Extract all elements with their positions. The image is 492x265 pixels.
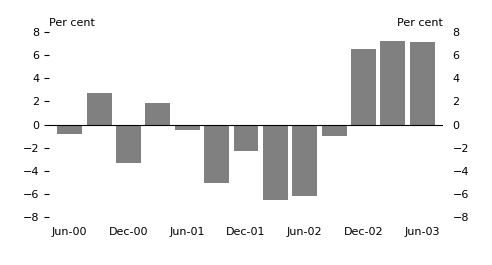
Bar xyxy=(204,125,229,183)
Bar xyxy=(410,42,435,125)
Bar xyxy=(87,93,112,125)
Bar xyxy=(292,125,317,196)
Bar xyxy=(234,125,258,151)
Bar xyxy=(57,125,82,134)
Bar xyxy=(116,125,141,163)
Text: Per cent: Per cent xyxy=(49,18,95,28)
Text: Per cent: Per cent xyxy=(397,18,443,28)
Bar xyxy=(380,41,405,125)
Bar xyxy=(175,125,200,130)
Bar xyxy=(146,103,170,125)
Bar xyxy=(263,125,288,200)
Bar xyxy=(351,49,376,125)
Bar xyxy=(322,125,346,136)
